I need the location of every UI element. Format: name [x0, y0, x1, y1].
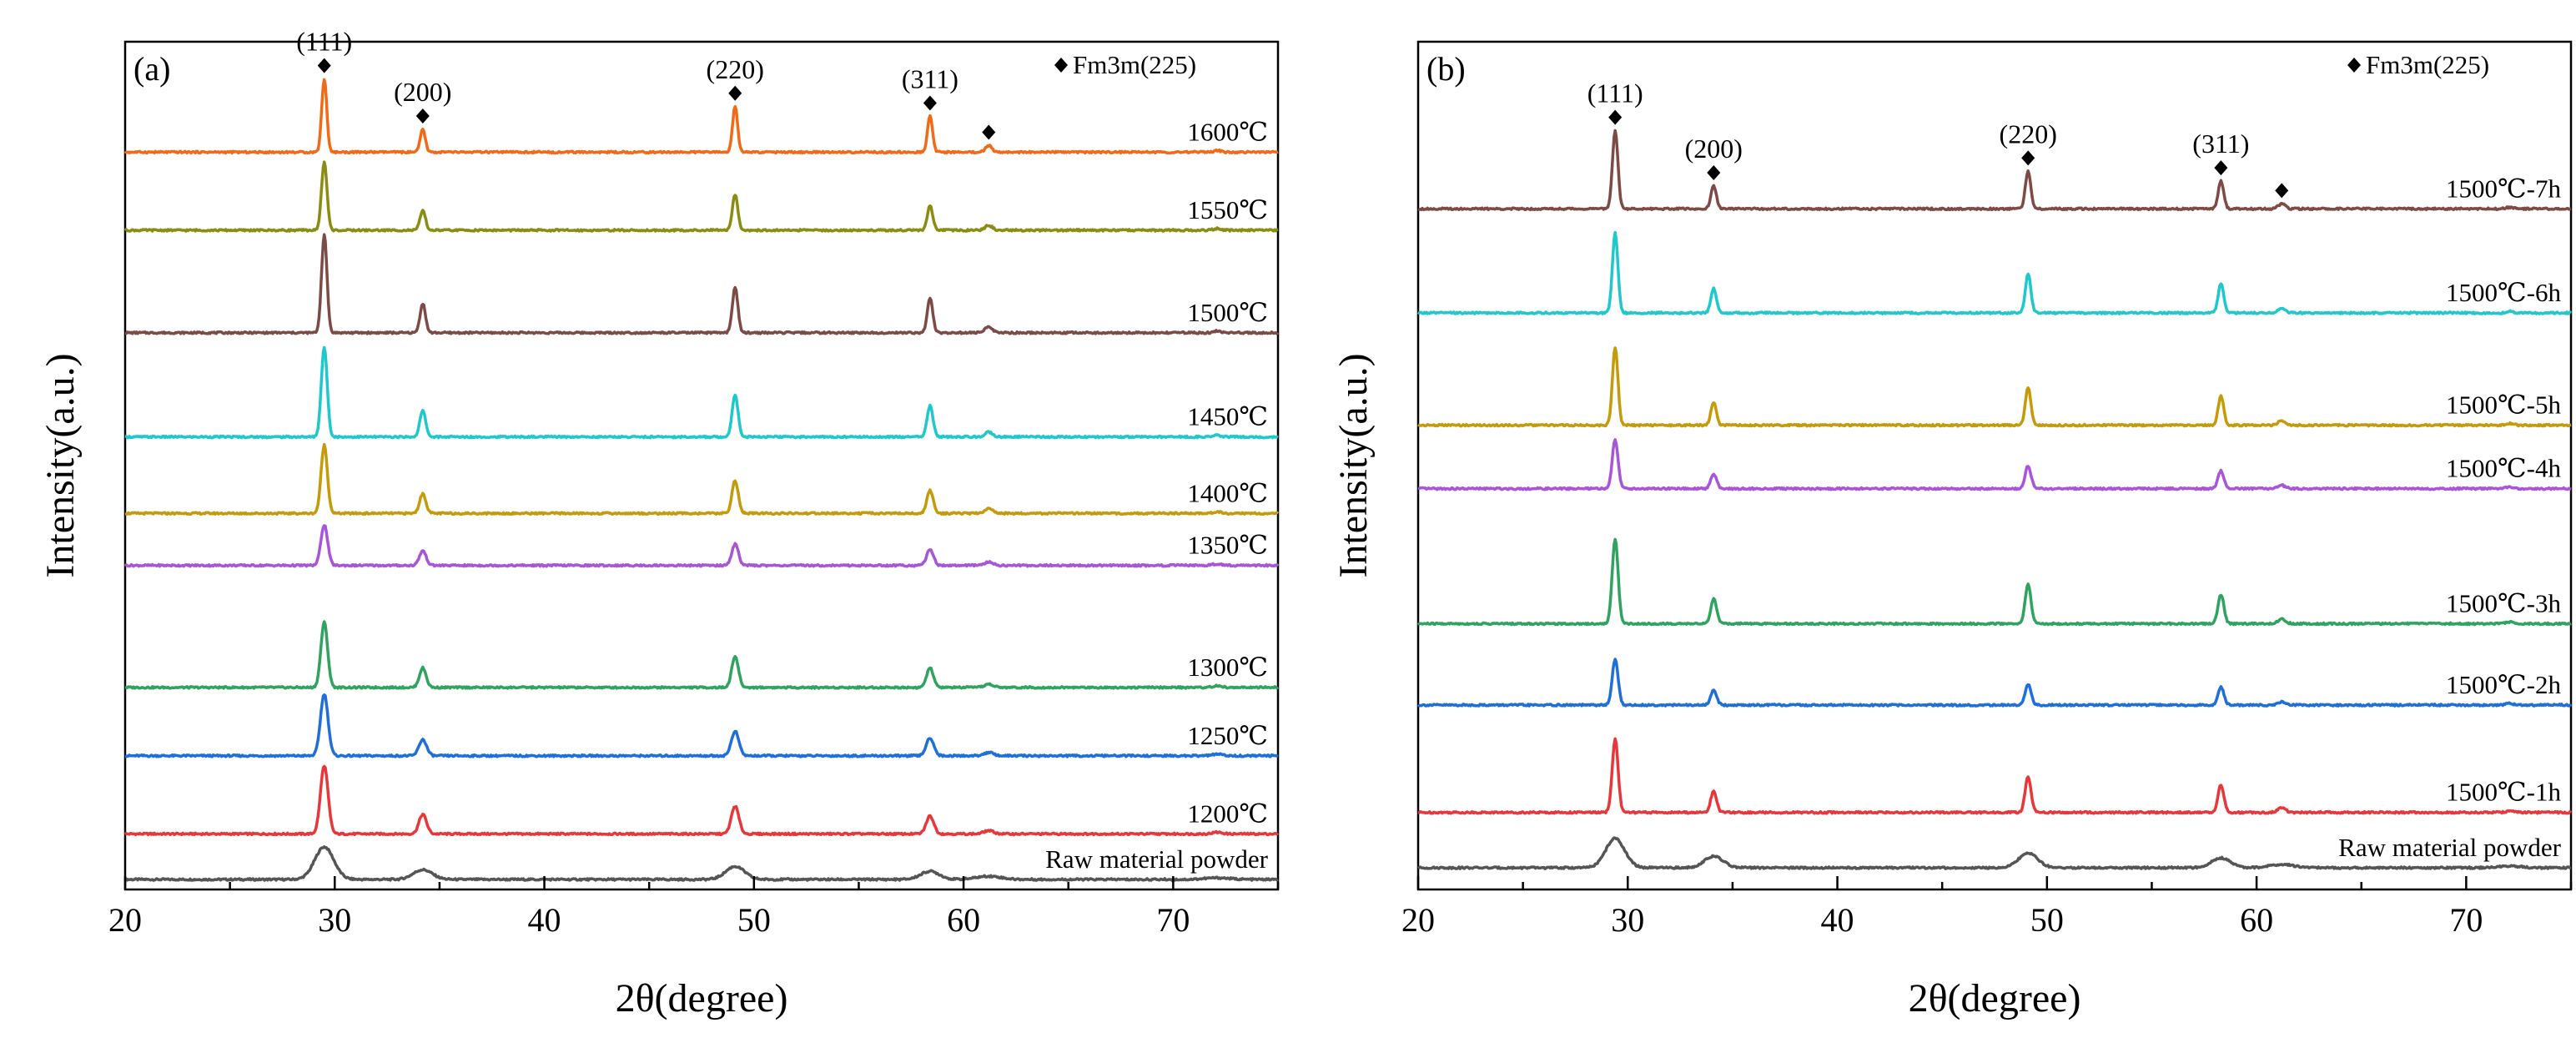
series-label: 1500℃-3h	[2446, 589, 2562, 618]
x-tick-label: 70	[1156, 901, 1190, 939]
series-label: 1500℃	[1187, 298, 1268, 327]
series-line	[124, 693, 1279, 758]
series-label: 1300℃	[1187, 653, 1268, 682]
x-tick-label: 30	[1611, 901, 1644, 939]
series-label: 1200℃	[1187, 799, 1268, 828]
peak-label: (311)	[902, 63, 958, 93]
peak-label: (220)	[707, 54, 764, 84]
panel-label: (a)	[133, 50, 170, 88]
x-tick-label: 50	[2030, 901, 2064, 939]
series-line	[123, 524, 1280, 568]
series-line	[124, 442, 1280, 516]
series-label: 1450℃	[1187, 402, 1268, 431]
y-axis-title: Intensity(a.u.)	[38, 353, 83, 577]
peak-label: (311)	[2192, 128, 2249, 159]
peak-label: (220)	[2000, 118, 2057, 149]
series-label: 1500℃-2h	[2446, 670, 2562, 699]
series-line	[1416, 537, 2572, 627]
series-label: 1400℃	[1187, 478, 1268, 507]
series-line	[1417, 230, 2573, 315]
peak-marker	[415, 108, 430, 124]
series-line	[1417, 346, 2572, 428]
series-label: 1500℃-7h	[2446, 174, 2562, 203]
series-line	[1417, 836, 2572, 870]
legend-label: Fm3m(225)	[2366, 50, 2489, 79]
peak-marker	[1707, 164, 1721, 180]
series-line	[124, 233, 1280, 335]
panel-a: Raw material powder 1200℃ 1250℃ 1300℃ 1350℃ 1…	[38, 27, 1280, 1020]
series-label: 1350℃	[1187, 531, 1268, 560]
x-tick-label: 40	[528, 901, 561, 939]
series-line	[124, 345, 1279, 440]
x-tick-label: 30	[318, 901, 351, 939]
series-label: 1250℃	[1187, 721, 1268, 750]
peak-marker	[923, 95, 937, 111]
x-tick-label: 40	[1821, 901, 1854, 939]
series-line	[123, 764, 1280, 837]
plot-frame	[123, 40, 1280, 891]
series-label: 1500℃-4h	[2446, 454, 2562, 483]
peak-marker	[2275, 183, 2289, 199]
series-label: Raw material powder	[2338, 833, 2562, 862]
x-tick-label: 60	[2240, 901, 2273, 939]
x-axis-title: 2θ(degree)	[1909, 976, 2081, 1020]
x-tick-label: 60	[947, 901, 980, 939]
series-label: Raw material powder	[1045, 844, 1269, 874]
x-tick-label: 50	[737, 901, 771, 939]
peak-marker	[1608, 109, 1623, 125]
panel-label: (b)	[1426, 50, 1466, 88]
series-line	[123, 845, 1279, 882]
peak-marker	[2021, 150, 2035, 166]
series-line	[1416, 658, 2573, 708]
peak-marker	[728, 85, 742, 101]
x-axis-title: 2θ(degree)	[616, 976, 788, 1020]
series-label: 1500℃-5h	[2446, 391, 2562, 420]
y-axis-title: Intensity(a.u.)	[1331, 353, 1376, 577]
peak-label: (200)	[394, 77, 451, 107]
x-tick-label: 70	[2449, 901, 2483, 939]
legend-marker	[2347, 58, 2361, 73]
legend-label: Fm3m(225)	[1073, 50, 1196, 79]
series-label: 1500℃-1h	[2446, 778, 2562, 807]
series-line	[1417, 438, 2572, 491]
plot-frame	[1416, 40, 2573, 891]
series-line	[1417, 737, 2573, 815]
peak-label: (111)	[1587, 78, 1643, 108]
x-tick-label: 20	[1401, 901, 1435, 939]
series-line	[123, 160, 1279, 233]
series-line	[124, 620, 1280, 690]
panel-b: Raw material powder 1500℃-1h 1500℃-2h 1500℃…	[1331, 40, 2573, 1020]
legend-marker	[1054, 58, 1068, 73]
peak-marker	[317, 58, 331, 73]
peak-marker	[2214, 160, 2228, 176]
peak-label: (111)	[296, 27, 352, 57]
series-line	[1417, 128, 2572, 212]
series-label: 1550℃	[1187, 195, 1268, 224]
peak-marker	[982, 124, 996, 140]
series-label: 1600℃	[1187, 117, 1268, 146]
series-line	[123, 78, 1279, 155]
peak-label: (200)	[1685, 134, 1743, 164]
x-tick-label: 20	[108, 901, 142, 939]
series-label: 1500℃-6h	[2446, 278, 2562, 307]
